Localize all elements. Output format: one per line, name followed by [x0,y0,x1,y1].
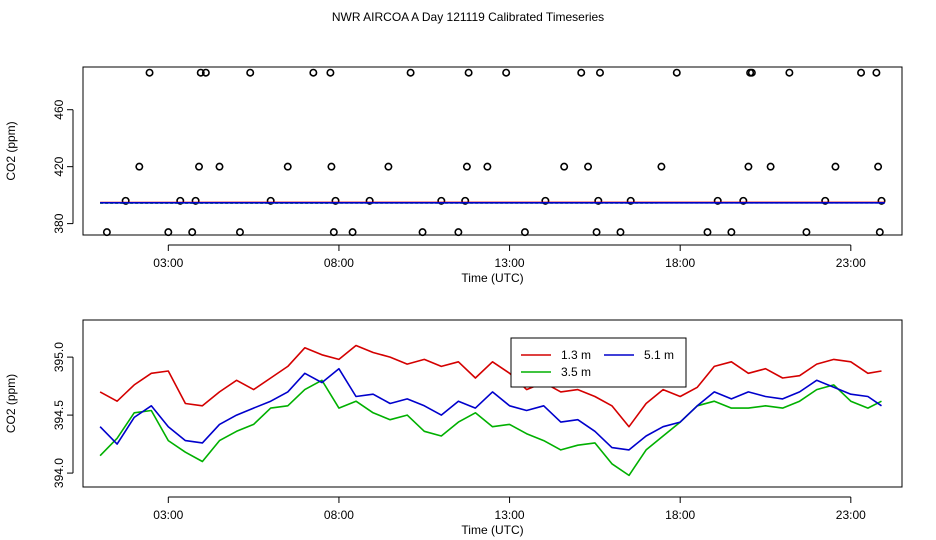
data-point [201,68,210,77]
legend-box [510,337,687,388]
legend-label: 5.1 m [644,348,674,362]
data-point [672,68,681,77]
data-point [703,228,712,237]
x-tick-label: 03:00 [153,508,183,522]
data-point [102,228,111,237]
data-point [195,162,204,171]
x-tick-label: 13:00 [495,508,525,522]
data-point [483,162,492,171]
data-point [875,228,884,237]
panel-top: 03:00 08:00 13:00 18:00 23:00 Time (UTC) 380 42… [4,66,903,285]
x-tick-label: 18:00 [665,508,695,522]
data-point [309,68,318,77]
data-point [384,162,393,171]
data-point [327,162,336,171]
data-point [877,196,886,205]
x-axis-label: Time (UTC) [461,271,523,285]
y-axis-label: CO2 (ppm) [4,121,18,180]
data-point [747,68,756,77]
data-point [235,228,244,237]
x-tick-label: 13:00 [495,256,525,270]
data-point [176,196,185,205]
plot-frame [82,66,903,236]
data-point [215,162,224,171]
plot-frame [82,319,903,488]
data-point [616,228,625,237]
x-tick-label: 23:00 [836,256,866,270]
data-point [657,162,666,171]
data-point [802,228,811,237]
data-point [713,196,722,205]
data-point [418,228,427,237]
legend-label: 3.5 m [561,365,591,379]
x-tick-label: 08:00 [324,508,354,522]
x-tick-label: 03:00 [153,256,183,270]
data-point [584,162,593,171]
data-point [857,68,866,77]
data-point [266,196,275,205]
data-point [785,68,794,77]
data-point [541,196,550,205]
y-tick-label: 394.5 [52,400,66,430]
data-point [454,228,463,237]
data-point [164,228,173,237]
data-point [145,68,154,77]
page-title: NWR AIRCOA A Day 121119 Calibrated Times… [331,10,605,24]
y-tick-label: 394.0 [52,458,66,488]
series-line-1-3-m [99,344,882,428]
x-tick-label: 18:00 [665,256,695,270]
data-point [121,196,130,205]
data-point [348,228,357,237]
data-point [744,162,753,171]
legend-label: 1.3 m [561,348,591,362]
data-point [595,68,604,77]
data-point [874,162,883,171]
data-point [135,162,144,171]
data-point [326,68,335,77]
y-tick-label: 380 [52,213,66,233]
data-point [365,196,374,205]
data-point [464,68,473,77]
data-point [329,228,338,237]
y-axis-label: CO2 (ppm) [4,374,18,433]
data-point [739,196,748,205]
data-point [766,162,775,171]
data-point [246,68,255,77]
data-point [461,196,470,205]
data-point [437,196,446,205]
y-tick-label: 460 [52,99,66,119]
data-point [821,196,830,205]
x-tick-label: 08:00 [324,256,354,270]
series-line-5-1-m [99,367,882,451]
x-tick-label: 23:00 [836,508,866,522]
data-point [462,162,471,171]
data-point [502,68,511,77]
data-point [594,196,603,205]
data-point [592,228,601,237]
series-line-3-5-m [99,379,882,477]
data-point [626,196,635,205]
data-point [520,228,529,237]
data-point [406,68,415,77]
x-axis-label: Time (UTC) [461,523,523,537]
data-point [872,68,881,77]
data-point [560,162,569,171]
data-point [727,228,736,237]
data-point [577,68,586,77]
data-point [196,68,205,77]
data-point [831,162,840,171]
data-point [283,162,292,171]
data-point [188,228,197,237]
y-tick-label: 395.0 [52,342,66,372]
panel-bottom: 03:00 08:00 13:00 18:00 23:00 Time (UTC) 394.0… [4,319,903,537]
data-point [331,196,340,205]
data-point [191,196,200,205]
y-tick-label: 420 [52,156,66,176]
